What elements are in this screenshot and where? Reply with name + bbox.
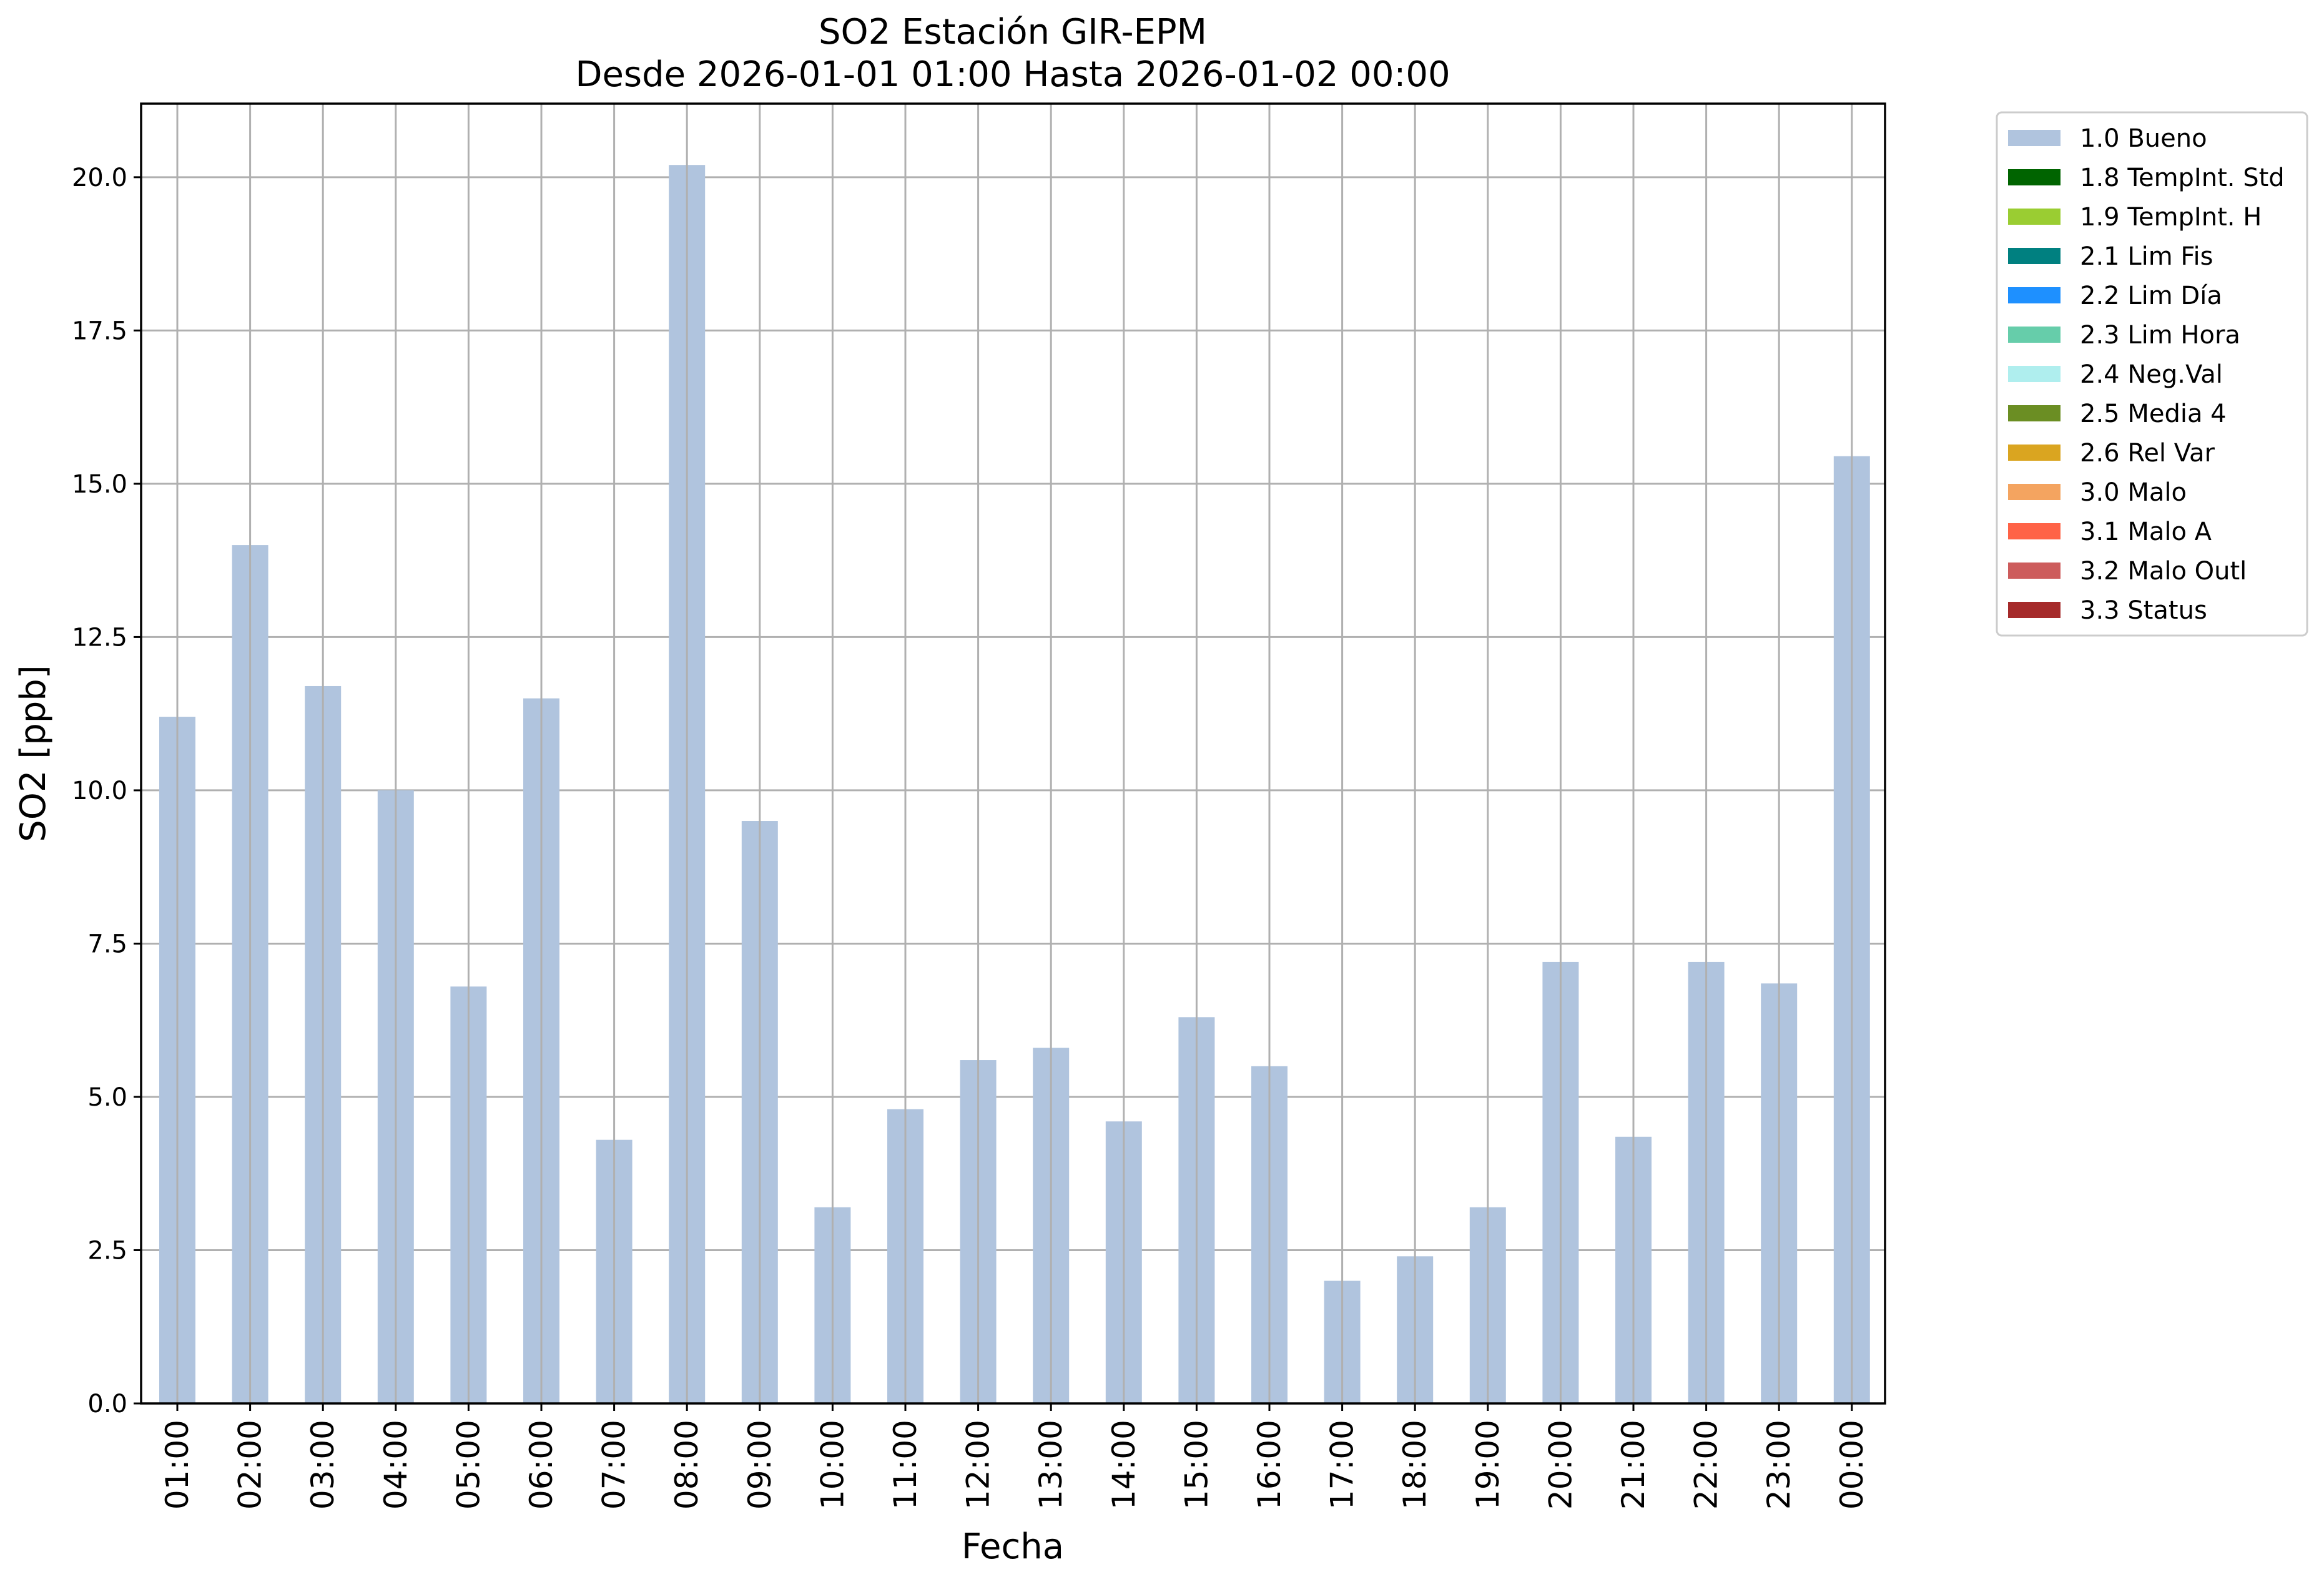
y-tick-label: 7.5 xyxy=(87,930,127,958)
x-axis-label: Fecha xyxy=(962,1526,1064,1567)
legend-swatch xyxy=(2008,563,2061,579)
legend-label: 2.3 Lim Hora xyxy=(2080,321,2240,350)
x-tick-label: 21:00 xyxy=(1615,1420,1652,1510)
x-tick-label: 02:00 xyxy=(232,1420,268,1510)
legend-swatch xyxy=(2008,248,2061,264)
x-axis: 01:00 02:00 03:00 04:00 05:00 06:00 07:00 08:00… xyxy=(159,1403,1870,1510)
legend-label: 3.0 Malo xyxy=(2080,478,2187,507)
x-tick-label: 20:00 xyxy=(1542,1420,1578,1510)
x-grid xyxy=(176,104,1853,1403)
legend-label: 3.3 Status xyxy=(2080,596,2207,625)
legend-swatch xyxy=(2008,366,2061,382)
x-tick-label: 08:00 xyxy=(669,1420,705,1510)
legend-swatch xyxy=(2008,169,2061,185)
y-tick-label: 12.5 xyxy=(72,623,127,652)
x-tick-label: 12:00 xyxy=(960,1420,997,1510)
y-tick-label: 17.5 xyxy=(72,317,127,345)
legend-label: 1.9 TempInt. H xyxy=(2080,203,2262,232)
y-tick-label: 0.0 xyxy=(87,1390,127,1418)
y-tick-label: 5.0 xyxy=(87,1083,127,1112)
legend-label: 1.8 TempInt. Std xyxy=(2080,164,2285,192)
y-tick-label: 20.0 xyxy=(72,164,127,192)
x-tick-label: 16:00 xyxy=(1251,1420,1288,1510)
legend-frame xyxy=(1996,111,2308,637)
legend-label: 1.0 Bueno xyxy=(2080,124,2207,153)
legend-swatch xyxy=(2008,445,2061,461)
x-tick-label: 03:00 xyxy=(305,1420,341,1510)
legend-label: 3.1 Malo A xyxy=(2080,518,2212,546)
chart-subtitle: Desde 2026-01-01 01:00 Hasta 2026-01-02 … xyxy=(575,54,1450,95)
x-tick-label: 14:00 xyxy=(1106,1420,1142,1510)
plot-frame xyxy=(140,102,1886,1405)
legend-label: 3.2 Malo Outl xyxy=(2080,557,2247,586)
x-tick-label: 10:00 xyxy=(814,1420,850,1510)
legend-label: 2.2 Lim Día xyxy=(2080,282,2222,310)
x-tick-label: 09:00 xyxy=(742,1420,778,1510)
x-tick-label: 06:00 xyxy=(523,1420,559,1510)
x-tick-label: 19:00 xyxy=(1470,1420,1506,1510)
legend-swatch xyxy=(2008,209,2061,225)
chart-title: SO2 Estación GIR-EPM xyxy=(819,12,1207,52)
x-tick-label: 01:00 xyxy=(159,1420,195,1510)
x-tick-label: 15:00 xyxy=(1178,1420,1214,1510)
x-tick-label: 11:00 xyxy=(887,1420,923,1510)
legend-label: 2.1 Lim Fis xyxy=(2080,242,2213,271)
legend-swatch xyxy=(2008,405,2061,421)
legend: 1.0 Bueno 1.8 TempInt. Std 1.9 TempInt. H 2… xyxy=(1996,111,2308,637)
legend-label: 2.5 Media 4 xyxy=(2080,400,2227,428)
x-tick-label: 00:00 xyxy=(1834,1420,1870,1510)
x-tick-label: 23:00 xyxy=(1761,1420,1797,1510)
y-tick-label: 10.0 xyxy=(72,777,127,805)
x-tick-label: 07:00 xyxy=(596,1420,633,1510)
legend-swatch xyxy=(2008,523,2061,539)
y-tick-label: 15.0 xyxy=(72,470,127,499)
x-tick-label: 18:00 xyxy=(1397,1420,1433,1510)
x-tick-label: 17:00 xyxy=(1324,1420,1361,1510)
legend-items: 1.0 Bueno 1.8 TempInt. Std 1.9 TempInt. H 2… xyxy=(2008,124,2285,625)
legend-swatch xyxy=(2008,327,2061,343)
grid xyxy=(141,176,1885,1405)
legend-swatch xyxy=(2008,602,2061,618)
legend-swatch xyxy=(2008,287,2061,303)
legend-label: 2.6 Rel Var xyxy=(2080,439,2215,468)
legend-label: 2.4 Neg.Val xyxy=(2080,360,2223,389)
legend-swatch xyxy=(2008,484,2061,500)
y-axis: 0.0 2.5 5.0 7.5 10.0 12.5 15.0 17.5 20.0 xyxy=(72,164,141,1418)
x-tick-label: 13:00 xyxy=(1033,1420,1069,1510)
y-tick-label: 2.5 xyxy=(87,1236,127,1265)
y-axis-label: SO2 [ppb] xyxy=(13,665,54,842)
x-tick-label: 22:00 xyxy=(1688,1420,1725,1510)
x-tick-label: 04:00 xyxy=(378,1420,414,1510)
bars xyxy=(159,165,1870,1404)
x-tick-label: 05:00 xyxy=(450,1420,486,1510)
legend-swatch xyxy=(2008,130,2061,146)
